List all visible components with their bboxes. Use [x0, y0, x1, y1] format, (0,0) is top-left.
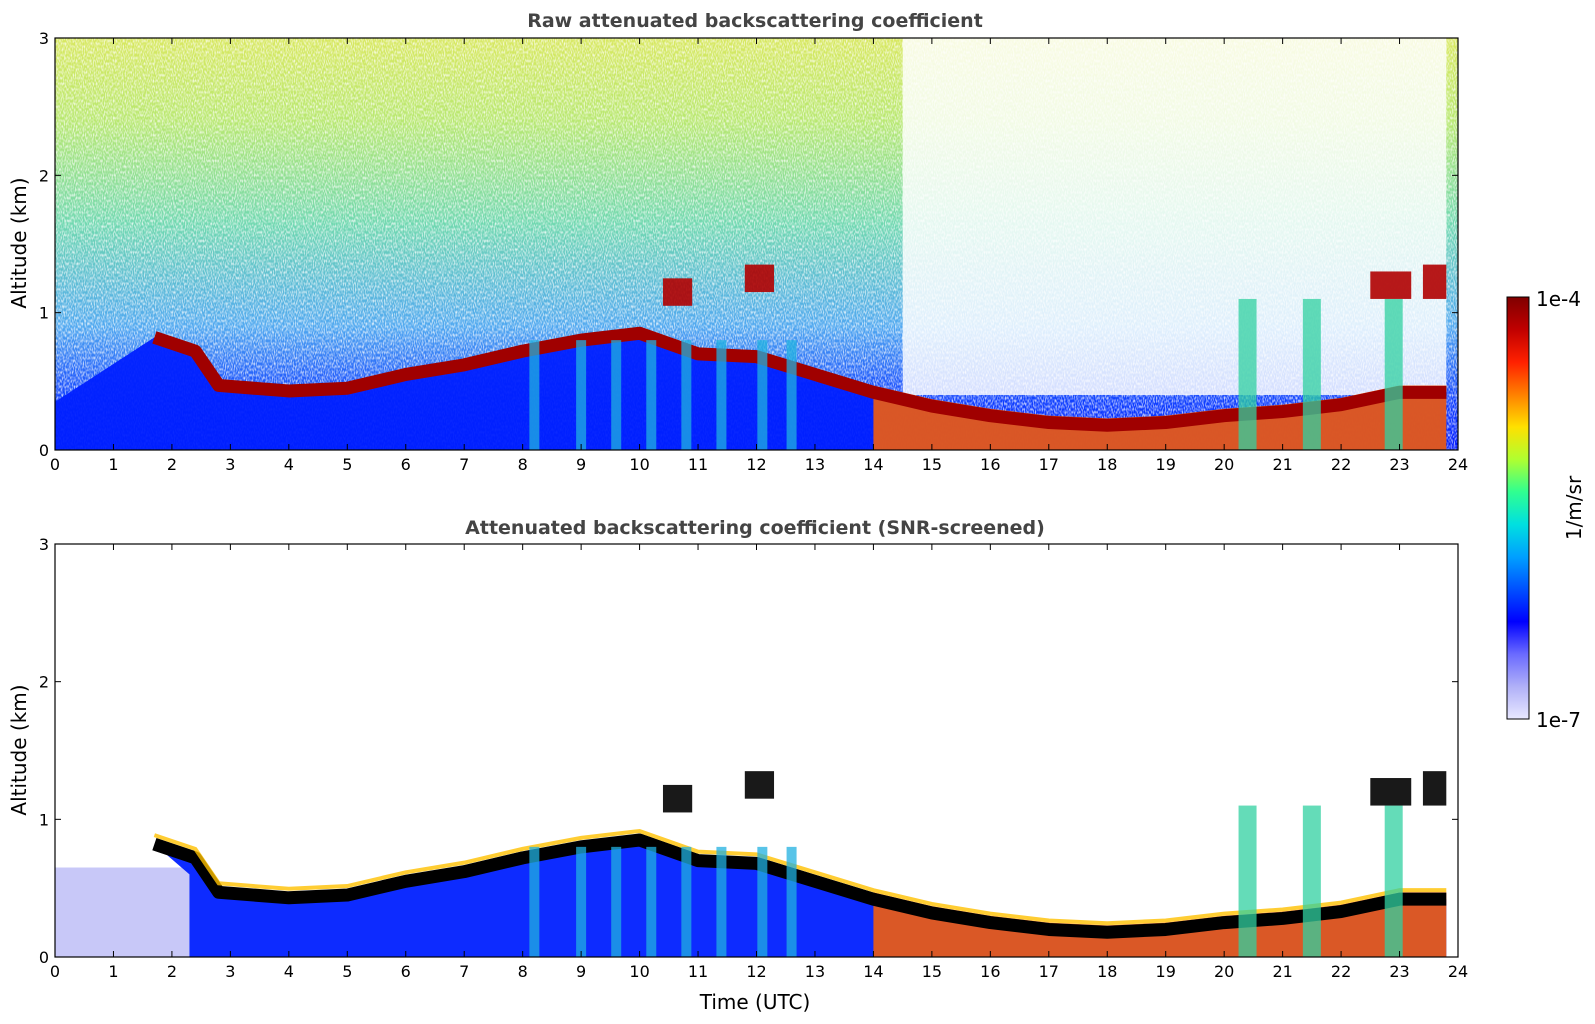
- x-tick-label: 4: [284, 455, 294, 474]
- x-tick-label: 21: [1272, 962, 1292, 981]
- x-tick-label: 2: [167, 455, 177, 474]
- x-tick-label: 1: [108, 455, 118, 474]
- x-tick-label: 24: [1448, 962, 1468, 981]
- x-tick-label: 22: [1331, 962, 1351, 981]
- x-tick-label: 6: [401, 962, 411, 981]
- x-tick-label: 17: [1039, 962, 1059, 981]
- x-tick-label: 0: [50, 962, 60, 981]
- x-tick-label: 19: [1156, 455, 1176, 474]
- x-tick-label: 17: [1039, 455, 1059, 474]
- x-tick-label: 16: [980, 455, 1000, 474]
- x-tick-label: 19: [1156, 962, 1176, 981]
- y-tick-label: 3: [39, 535, 49, 554]
- x-tick-label: 14: [863, 455, 883, 474]
- y-tick-label: 0: [39, 948, 49, 967]
- x-tick-label: 7: [459, 962, 469, 981]
- x-tick-label: 0: [50, 455, 60, 474]
- x-tick-label: 6: [401, 455, 411, 474]
- y-tick-label: 3: [39, 29, 49, 48]
- x-tick-label: 11: [688, 962, 708, 981]
- x-tick-label: 15: [922, 962, 942, 981]
- panel-screened: Attenuated backscattering coefficient (S…: [7, 517, 1468, 1014]
- x-tick-label: 20: [1214, 455, 1234, 474]
- x-tick-label: 23: [1389, 962, 1409, 981]
- x-tick-label: 18: [1097, 962, 1117, 981]
- x-tick-label: 18: [1097, 455, 1117, 474]
- x-tick-label: 15: [922, 455, 942, 474]
- y-tick-label: 1: [39, 304, 49, 323]
- x-tick-label: 11: [688, 455, 708, 474]
- x-tick-label: 23: [1389, 455, 1409, 474]
- panel-raw-ylabel: Altitude (km): [7, 177, 31, 308]
- x-tick-label: 4: [284, 962, 294, 981]
- y-tick-label: 2: [39, 166, 49, 185]
- y-tick-label: 0: [39, 441, 49, 460]
- panel-raw-axes: 0 1 2 3 4 5 6 7 8 9 10 11 12 13 14 15 16 17 18 19 20 21 22 23 24…: [39, 29, 1468, 474]
- x-tick-label: 16: [980, 962, 1000, 981]
- x-tick-label: 8: [518, 962, 528, 981]
- panel-screened-title: Attenuated backscattering coefficient (S…: [465, 517, 1045, 539]
- colorbar-scale: [1506, 296, 1530, 720]
- x-tick-label: 5: [342, 962, 352, 981]
- y-tick-label: 2: [39, 673, 49, 692]
- panel-screened-ylabel: Altitude (km): [7, 684, 31, 815]
- x-tick-label: 9: [576, 455, 586, 474]
- panel-raw-title: Raw attenuated backscattering coefficien…: [527, 10, 983, 32]
- colorbar-unit-label: 1/m/sr: [1562, 475, 1586, 540]
- panel-raw-plot-area: [55, 38, 1458, 450]
- x-tick-label: 20: [1214, 962, 1234, 981]
- x-tick-label: 14: [863, 962, 883, 981]
- x-tick-label: 13: [805, 962, 825, 981]
- panel-raw: Raw attenuated backscattering coefficien…: [7, 10, 1468, 474]
- x-tick-label: 5: [342, 455, 352, 474]
- x-tick-label: 21: [1272, 455, 1292, 474]
- y-tick-label: 1: [39, 810, 49, 829]
- colorbar-max-label: 1e-4: [1536, 287, 1581, 311]
- x-tick-label: 10: [629, 455, 649, 474]
- x-tick-label: 1: [108, 962, 118, 981]
- x-tick-label: 9: [576, 962, 586, 981]
- x-tick-label: 24: [1448, 455, 1468, 474]
- panel-screened-xlabel: Time (UTC): [699, 990, 811, 1014]
- x-tick-label: 2: [167, 962, 177, 981]
- x-tick-label: 12: [746, 962, 766, 981]
- panel-screened-axes: 0 1 2 3 4 5 6 7 8 9 10 11 12 13 14 15 16 17 18 19 20 21 22 23 24…: [39, 535, 1468, 981]
- x-tick-label: 8: [518, 455, 528, 474]
- x-tick-label: 12: [746, 455, 766, 474]
- x-tick-label: 3: [225, 455, 235, 474]
- x-tick-label: 10: [629, 962, 649, 981]
- x-tick-label: 13: [805, 455, 825, 474]
- x-tick-label: 22: [1331, 455, 1351, 474]
- panel-screened-plot-area: [55, 544, 1458, 957]
- colorbar: 1e-4 1e-7 1/m/sr: [1506, 287, 1586, 732]
- x-tick-label: 3: [225, 962, 235, 981]
- x-tick-label: 7: [459, 455, 469, 474]
- colorbar-min-label: 1e-7: [1536, 708, 1581, 732]
